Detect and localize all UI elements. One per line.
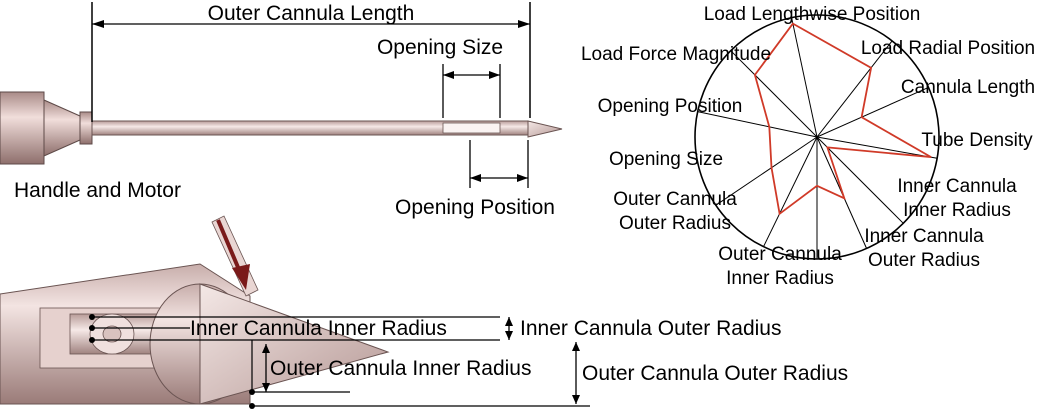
handle-and-motor-label: Handle and Motor <box>14 179 181 202</box>
outer-cannula-length-dimension: Outer Cannula Length <box>91 2 531 122</box>
opening-position-label: Opening Position <box>395 196 555 219</box>
radar-axis-label: Cannula Length <box>901 77 1035 98</box>
flow-arrow-head <box>232 264 250 290</box>
radar-axis-labels: Load Lengthwise Position Load Radial Posi… <box>581 4 1035 289</box>
radar-spoke <box>816 136 904 224</box>
radar-spoke <box>715 136 818 206</box>
needle-illustration <box>0 91 563 165</box>
cannula-tip <box>527 120 563 138</box>
radar-spoke <box>816 86 929 138</box>
radius-dimensions: Inner Cannula Inner Radius Inner Cannula… <box>89 314 848 409</box>
flow-arrow-shaft <box>216 219 242 273</box>
inner-cannula-bore <box>102 325 122 343</box>
radar-spoke <box>763 136 818 247</box>
opening-size-dimension: Opening Size <box>377 36 503 118</box>
cross-section-illustration <box>0 215 390 405</box>
outer-cannula-inner-radius-label: Outer Cannula Inner Radius <box>270 357 532 380</box>
outer-cannula-outer-radius-label: Outer Cannula Outer Radius <box>582 362 848 385</box>
radar-axis-label: Inner Cannula Outer Radius <box>864 226 984 271</box>
radar-axis-label: Opening Position <box>598 96 743 117</box>
radar-axis-label: Inner Cannula Inner Radius <box>897 176 1017 221</box>
opening-position-dimension: Opening Position <box>395 140 555 219</box>
radar-axis-label: Load Radial Position <box>861 38 1035 59</box>
radar-axis-label: Load Force Magnitude <box>581 44 771 65</box>
opening-window <box>442 122 501 134</box>
opening-size-label: Opening Size <box>377 36 503 59</box>
radar-series-line <box>753 22 932 216</box>
outer-cannula-cone <box>199 283 390 405</box>
radar-chart: Load Lengthwise Position Load Radial Posi… <box>581 4 1035 289</box>
radar-axis-label: Load Lengthwise Position <box>704 4 921 25</box>
outer-cannula-length-label: Outer Cannula Length <box>208 2 415 25</box>
radar-spoke <box>816 40 893 138</box>
handle-collar <box>79 111 93 145</box>
inner-cannula-inner-radius-label: Inner Cannula Inner Radius <box>190 317 447 340</box>
radar-spokes <box>697 17 938 259</box>
radar-axis-label: Tube Density <box>921 130 1033 151</box>
radar-spoke <box>791 17 818 138</box>
radar-axis-label: Opening Size <box>609 149 723 170</box>
handle-taper <box>43 99 81 157</box>
handle-body <box>0 91 45 165</box>
radar-spoke <box>730 50 818 138</box>
radar-axis-label: Outer Cannula Inner Radius <box>718 244 842 289</box>
radar-axis-label: Outer Cannula Outer Radius <box>613 189 737 234</box>
inner-cannula-outer-radius-label: Inner Cannula Outer Radius <box>520 317 782 340</box>
radar-spoke <box>697 111 818 138</box>
radar-spoke <box>816 136 938 159</box>
